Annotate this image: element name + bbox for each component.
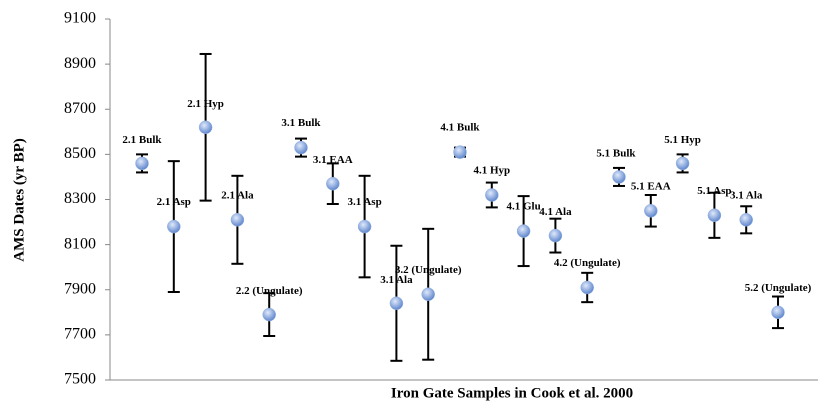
data-point (516, 224, 531, 238)
y-tick-label: 8900 (64, 55, 96, 72)
data-point (389, 296, 404, 311)
point-label: 3.1 Bulk (281, 117, 321, 129)
point-label: 5.1 Hyp (664, 134, 701, 146)
y-tick-label: 7900 (64, 280, 96, 297)
data-point (739, 213, 753, 227)
point-label: 2.2 (Ungulate) (236, 285, 303, 297)
point-label: 5.1 EAA (631, 180, 671, 192)
y-tick-label: 7500 (64, 371, 96, 388)
data-point (485, 188, 499, 202)
data-point (612, 170, 626, 184)
y-tick-label: 8300 (64, 190, 96, 207)
data-point (357, 219, 372, 234)
point-label: 2.1 Ala (221, 189, 254, 201)
x-axis-title: Iron Gate Samples in Cook et al. 2000 (391, 385, 633, 401)
data-point (771, 305, 785, 320)
point-label: 2.1 Bulk (122, 134, 162, 146)
point-label: 2.1 Hyp (187, 98, 224, 110)
y-axis-title: AMS Dates (yr BP) (11, 138, 27, 261)
data-point (294, 140, 308, 155)
y-tick-label: 8700 (64, 100, 96, 117)
y-tick-label: 8100 (64, 235, 96, 252)
data-point (135, 156, 149, 171)
y-tick-label: 8500 (64, 145, 96, 162)
data-point (548, 228, 563, 243)
data-point (675, 156, 690, 171)
point-label: 4.2 (Ungulate) (554, 257, 621, 269)
point-label: 4.1 Glu (506, 201, 540, 213)
y-tick-label: 7700 (64, 326, 96, 343)
point-label: 2.1 Asp (157, 196, 191, 208)
point-label: 3.2 (Ungulate) (395, 264, 462, 276)
point-label: 5.1 Bulk (596, 147, 636, 159)
data-point (421, 287, 435, 302)
point-label: 4.1 Ala (539, 206, 572, 218)
data-point (644, 204, 658, 218)
data-point (262, 307, 276, 322)
point-label: 3.1 Asp (347, 196, 381, 208)
y-tick-label: 9100 (64, 10, 96, 27)
point-label: 4.1 Bulk (440, 122, 480, 134)
data-point (167, 219, 181, 234)
data-point (707, 208, 722, 223)
point-label: 4.1 Hyp (473, 165, 510, 177)
data-point (198, 120, 213, 135)
data-point (453, 145, 467, 159)
data-point (580, 280, 594, 295)
data-point (230, 213, 245, 227)
point-label: 3.1 Ala (730, 189, 763, 201)
point-label: 3.1 EAA (313, 154, 353, 166)
point-label: 3.1 Ala (380, 274, 413, 286)
data-point (326, 176, 340, 191)
point-label: 5.2 (Ungulate) (745, 282, 812, 294)
point-label: 5.1 Asp (697, 185, 731, 197)
